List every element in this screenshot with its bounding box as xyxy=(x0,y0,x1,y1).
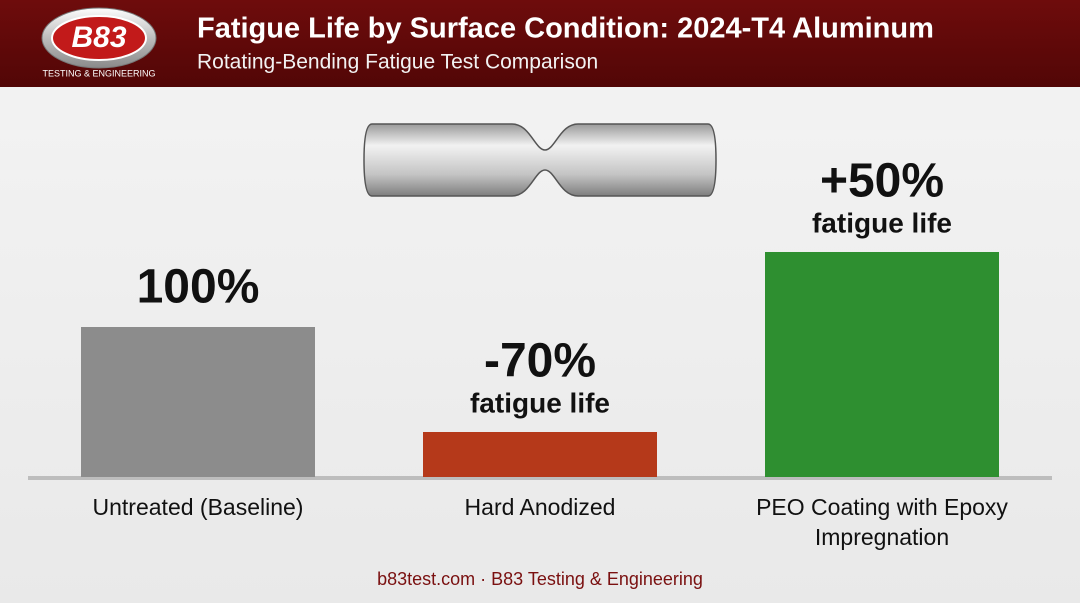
category-label: Untreated (Baseline) xyxy=(92,494,304,520)
specimen-illustration xyxy=(363,123,717,197)
category-label: Hard Anodized xyxy=(464,494,616,520)
chart-subtitle: Rotating-Bending Fatigue Test Comparison xyxy=(197,51,598,74)
bar xyxy=(423,432,657,477)
value-caption: fatigue life xyxy=(470,387,610,418)
logo-inner xyxy=(51,15,147,61)
bar xyxy=(81,327,315,477)
bar xyxy=(765,252,999,477)
value-label: -70% xyxy=(484,335,596,388)
value-label: +50% xyxy=(820,155,944,208)
logo-tagline: TESTING & ENGINEERING xyxy=(42,68,155,78)
chart-title: Fatigue Life by Surface Condition: 2024-… xyxy=(197,13,934,45)
logo-text: B83 xyxy=(71,21,126,54)
category-label: PEO Coating with Epoxy Impregnation xyxy=(756,494,1008,550)
value-caption: fatigue life xyxy=(812,207,952,238)
footer: b83test.com · B83 Testing & Engineering xyxy=(377,569,703,589)
header-band xyxy=(0,0,1080,87)
value-label: 100% xyxy=(137,261,260,314)
